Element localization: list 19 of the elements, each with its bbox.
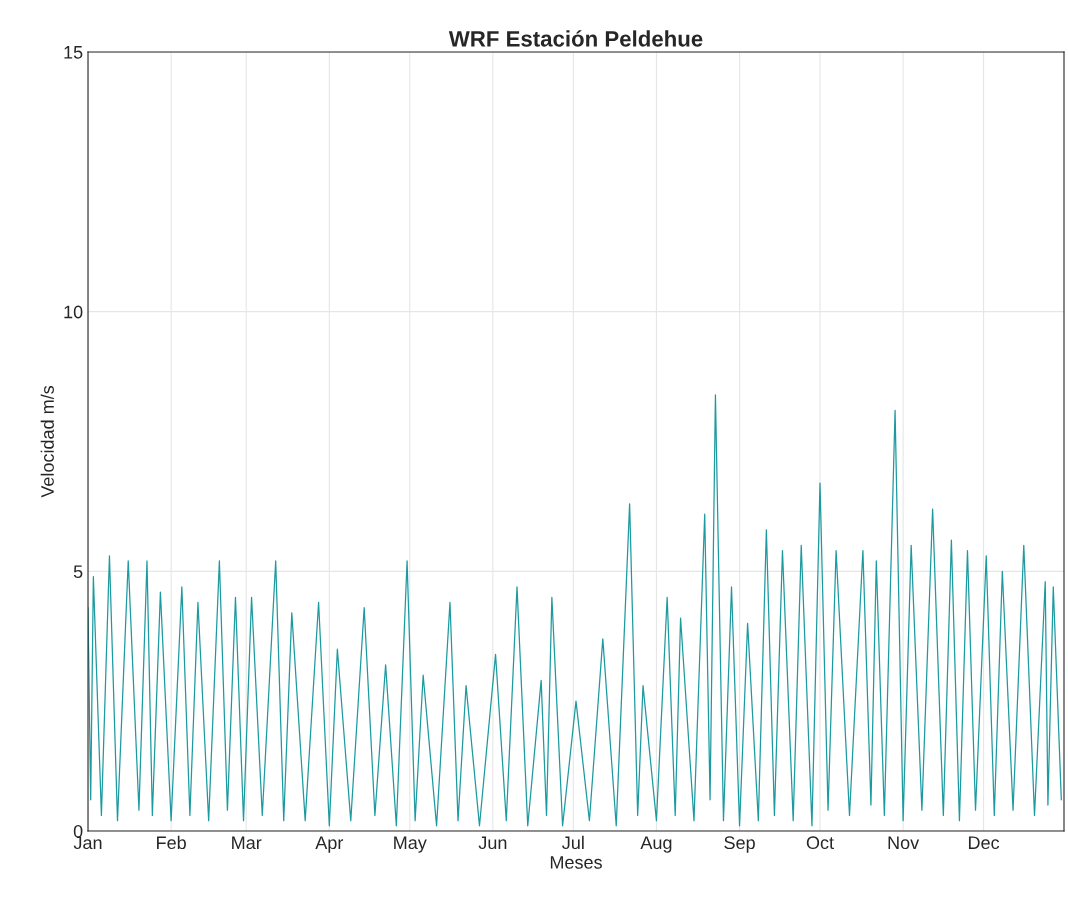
x-tick-label: Nov — [888, 836, 920, 850]
y-tick-label: 15 — [64, 46, 83, 59]
x-axis-title: Meses — [550, 856, 602, 869]
x-tick-label: Jan — [73, 836, 102, 850]
x-tick-label: Mar — [232, 836, 262, 850]
x-tick-label: Feb — [157, 835, 186, 850]
x-tick-label: May — [394, 836, 427, 853]
x-tick-label: Jul — [562, 835, 584, 850]
x-tick-label: Jun — [478, 836, 507, 850]
x-tick-label: Oct — [806, 836, 834, 850]
y-tick-label: 0 — [73, 824, 83, 838]
chart-title: WRF Estación Peldehue — [448, 30, 703, 47]
x-tick-label: Apr — [315, 836, 344, 853]
y-tick-label: 5 — [73, 565, 83, 579]
y-axis-title: Velocidad m/s — [40, 385, 54, 498]
x-tick-label: Dec — [968, 836, 1000, 850]
x-tick-label: Aug — [640, 836, 672, 853]
x-tick-label: Sep — [724, 836, 755, 853]
y-tick-label: 10 — [64, 305, 83, 319]
